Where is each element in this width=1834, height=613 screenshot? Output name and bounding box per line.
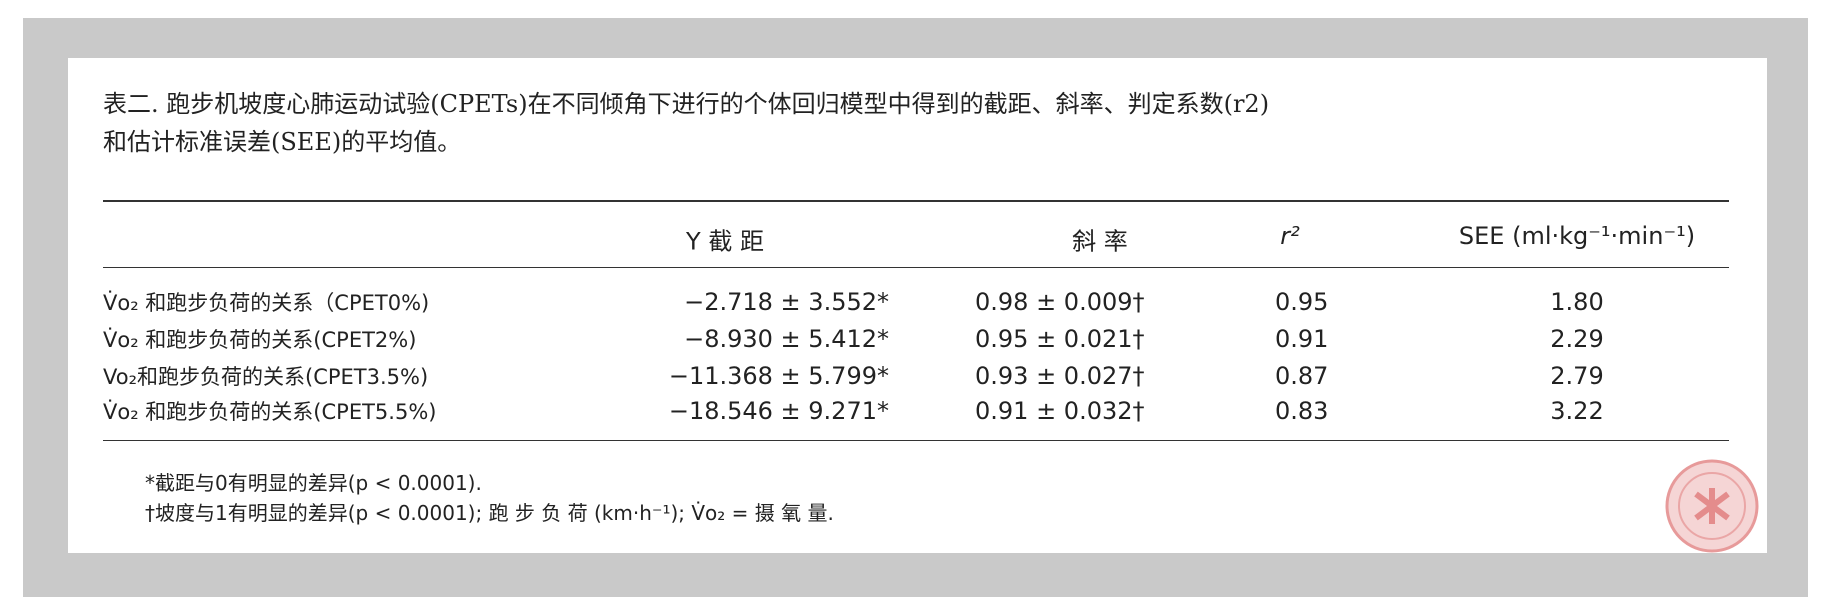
table-cell: 0.95 (1275, 288, 1329, 316)
table-cell: 0.91 (1275, 325, 1329, 353)
header-cell: Y 截 距 (686, 227, 764, 256)
seal (1665, 459, 1759, 553)
caption-line: 表二. 跑步机坡度心肺运动试验(CPETs)在不同倾角下进行的个体回归模型中得到… (103, 90, 1270, 118)
row-label: V̇o₂ 和跑步负荷的关系(CPET2%) (103, 328, 417, 352)
footnote: †坡度与1有明显的差异(p < 0.0001); 跑 步 负 荷 (km·h⁻¹… (145, 501, 834, 525)
caption-line: 和估计标准误差(SEE)的平均值。 (103, 128, 462, 156)
table-cell: 0.93 ± 0.027† (975, 362, 1145, 390)
footnote: *截距与0有明显的差异(p < 0.0001). (145, 471, 482, 495)
table-cell: 3.22 (1550, 397, 1604, 425)
header-rule (103, 267, 1729, 268)
table-cell: 0.95 ± 0.021† (975, 325, 1145, 353)
table-cell: 2.79 (1550, 362, 1604, 390)
panel (68, 58, 1767, 553)
table-cell: 0.91 ± 0.032† (975, 397, 1145, 425)
header-cell: 斜 率 (1072, 227, 1128, 256)
table-cell: −11.368 ± 5.799* (668, 362, 889, 390)
row-label: Vo₂和跑步负荷的关系(CPET3.5%) (103, 365, 429, 389)
table-cell: −18.546 ± 9.271* (668, 397, 889, 425)
row-label: V̇o₂ 和跑步负荷的关系（CPET0%) (103, 291, 430, 315)
table-cell: 0.98 ± 0.009† (975, 288, 1145, 316)
table-cell: 0.83 (1275, 397, 1329, 425)
table-cell: −2.718 ± 3.552* (684, 288, 889, 316)
table-cell: 1.80 (1550, 288, 1604, 316)
bottom-rule (103, 440, 1729, 441)
header-cell: SEE (ml·kg⁻¹·min⁻¹) (1458, 222, 1696, 250)
table-cell: 2.29 (1550, 325, 1604, 353)
table-cell: 0.87 (1275, 362, 1329, 390)
top-rule (103, 200, 1729, 202)
header-cell: r² (1280, 222, 1300, 250)
table-cell: −8.930 ± 5.412* (684, 325, 889, 353)
row-label: V̇o₂ 和跑步负荷的关系(CPET5.5%) (103, 400, 437, 424)
